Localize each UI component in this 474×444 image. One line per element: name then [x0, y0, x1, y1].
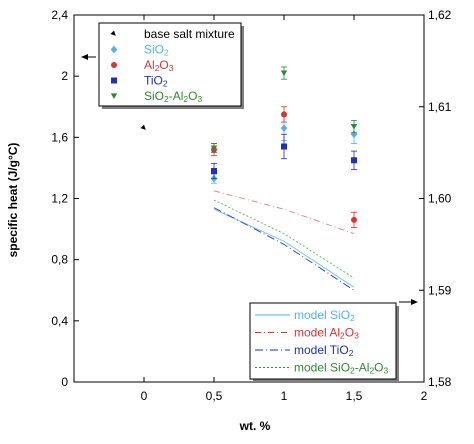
y2-tick-label: 1,59: [428, 283, 452, 297]
x-tick-label: 0,5: [206, 389, 223, 403]
legend-bottom-label: model TiO2​: [294, 343, 354, 358]
legend-bottom-label: model SiO2​-Al2​O3​: [294, 361, 389, 376]
legend-bottom-arrow-head: [411, 299, 418, 305]
y-tick-label: 1,6: [51, 130, 68, 144]
data-point: [140, 124, 146, 130]
data-point: [210, 145, 218, 152]
data-point: [280, 70, 288, 77]
legend-bottom-label: model Al2​O3​: [294, 326, 359, 341]
legend-top-label: SiO2​: [144, 43, 169, 58]
data-point: [351, 216, 357, 223]
data-point: [281, 111, 287, 118]
y2-tick-label: 1,61: [428, 100, 452, 114]
y-axis-title: specific heat (J/g°C): [6, 143, 20, 258]
data-point: [280, 124, 288, 133]
x-tick-label: 1: [281, 389, 288, 403]
data-point: [350, 124, 358, 130]
series-line: [213, 190, 355, 235]
y2-tick-label: 1,60: [428, 192, 452, 206]
x-axis-title: wt. %: [239, 419, 271, 433]
series-line: [213, 207, 355, 291]
y-tick-label: 2: [61, 69, 68, 83]
y-tick-label: 2,4: [51, 8, 68, 22]
legend-bottom-box: [249, 302, 397, 380]
legends-group: base salt mixture SiO2​Al2​O3​TiO2​SiO2​-…: [81, 22, 418, 382]
data-point: [211, 167, 217, 174]
legend-top-marker: [111, 77, 117, 84]
x-tick-label: 2: [421, 389, 428, 403]
legend-top-marker: [111, 62, 117, 68]
legend-top-label: Al2​O3​: [144, 58, 174, 73]
legend-bottom-label: model SiO2​: [294, 308, 355, 323]
y-tick-label: 0: [61, 375, 68, 389]
legend-top-marker: [110, 45, 118, 54]
data-point: [351, 157, 357, 164]
x-tick-label: 1,5: [346, 389, 363, 403]
y-tick-label: 1,2: [51, 192, 68, 206]
y-tick-label: 0,4: [51, 314, 68, 328]
axes-group: 0 0,5 1 1,5 200,40,81,21,622,41,581,591,601,…: [51, 8, 451, 403]
legend-top-label: TiO2​: [144, 74, 168, 89]
legend-top-marker: [110, 93, 118, 99]
series-line: [213, 199, 355, 279]
legend-top-label: base salt mixture: [144, 27, 235, 41]
y2-tick-label: 1,62: [428, 8, 452, 22]
legend-top-marker: [110, 30, 116, 36]
data-point: [350, 130, 358, 139]
data-point: [281, 143, 287, 150]
legend-top-label: SiO2​-Al2​O3​: [144, 89, 203, 104]
legend-top-box: [98, 22, 242, 107]
series-group: [140, 66, 358, 291]
y-tick-label: 0,8: [51, 253, 68, 267]
legend-top-arrow-head: [81, 54, 88, 60]
x-tick-label: 0: [141, 389, 148, 403]
y2-tick-label: 1,58: [428, 375, 452, 389]
